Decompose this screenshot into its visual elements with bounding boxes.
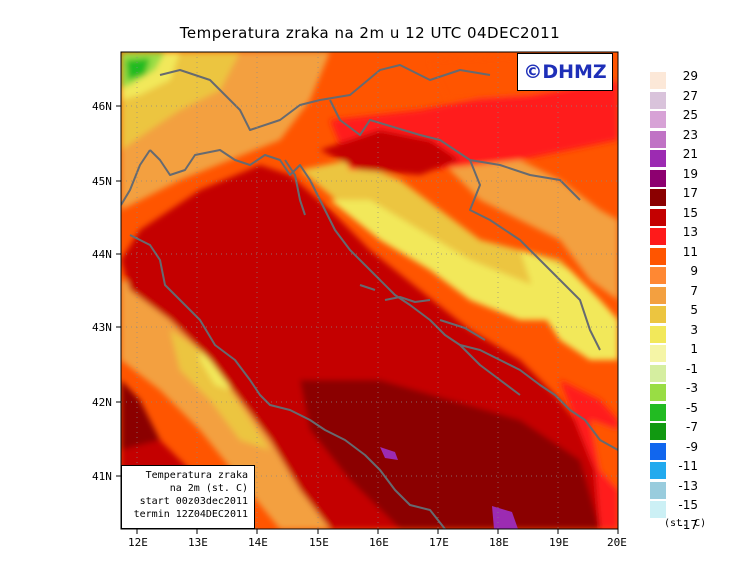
legend-label: 25 (682, 108, 698, 122)
legend-swatch (650, 306, 666, 323)
legend-label: 11 (682, 244, 698, 259)
info-line-1: Temperatura zraka (145, 470, 248, 481)
lon-label-18e: 18E (489, 536, 509, 549)
legend-label: 13 (682, 225, 698, 239)
legend-swatch (650, 91, 666, 109)
legend-label: -13 (678, 478, 698, 493)
legend-swatch (650, 384, 666, 401)
legend-swatch (650, 423, 666, 440)
legend-swatch (650, 286, 666, 304)
legend-swatch (650, 481, 666, 499)
legend-label: -15 (678, 498, 698, 512)
legend-label: 5 (690, 303, 698, 317)
lat-label-45n: 45N (92, 175, 112, 188)
lon-label-17e: 17E (429, 536, 449, 549)
legend-swatch (650, 345, 666, 362)
legend-label: -17 (678, 517, 698, 532)
map-title: Temperatura zraka na 2m u 12 UTC 04DEC20… (179, 24, 561, 42)
legend-swatch (650, 501, 666, 518)
legend-swatch (650, 169, 666, 187)
legend-swatch (650, 325, 666, 343)
legend-swatch (650, 111, 666, 128)
legend-label: -9 (686, 439, 698, 454)
legend-label: 15 (682, 205, 698, 220)
dhmz-logo: ©DHMZ (517, 53, 613, 91)
legend-label: 9 (690, 264, 698, 278)
legend-label: 23 (682, 127, 698, 142)
legend-unit: (st. C) (664, 518, 707, 529)
legend-swatch (650, 247, 666, 265)
legend-swatch (650, 520, 666, 538)
lon-label-13e: 13E (188, 536, 208, 549)
legend-label: 19 (682, 166, 698, 181)
legend-swatch (650, 150, 666, 167)
legend-label: -1 (686, 361, 698, 376)
legend-swatch (650, 208, 666, 226)
lon-label-14e: 14E (248, 536, 268, 549)
legend-label: 1 (690, 342, 698, 356)
lon-label-19e: 19E (549, 536, 569, 549)
lon-label-16e: 16E (369, 536, 389, 549)
legend-label: 21 (682, 147, 698, 161)
legend-swatch (650, 462, 666, 479)
legend-swatch (650, 364, 666, 382)
legend-swatch (650, 228, 666, 245)
legend-label: 17 (682, 186, 698, 200)
legend-label: -11 (678, 459, 698, 473)
lon-label-12e: 12E (128, 536, 148, 549)
legend-swatch (650, 403, 666, 421)
lat-label-43n: 43N (92, 321, 112, 334)
lat-label-41n: 41N (92, 470, 112, 483)
legend-label: -3 (686, 381, 698, 395)
lat-label-42n: 42N (92, 396, 112, 409)
legend-swatch (650, 442, 666, 460)
legend-label: 7 (690, 283, 698, 298)
legend-swatch (650, 189, 666, 206)
lon-label-20e: 20E (607, 536, 627, 549)
lat-label-46n: 46N (92, 100, 112, 113)
legend-label: 27 (682, 88, 698, 103)
info-line-2: na 2m (st. C) (169, 483, 248, 494)
legend-label: 3 (690, 322, 698, 337)
legend-label: -7 (686, 420, 698, 434)
legend-swatch (650, 72, 666, 89)
info-box: Temperatura zraka na 2m (st. C) start 00… (121, 465, 255, 529)
legend-label: -5 (686, 400, 698, 415)
info-line-3: start 00z03dec2011 (139, 496, 248, 507)
lon-label-15e: 15E (309, 536, 329, 549)
lat-label-44n: 44N (92, 248, 112, 261)
legend-swatch (650, 130, 666, 148)
legend-swatch (650, 267, 666, 284)
info-line-4: termin 12Z04DEC2011 (133, 509, 248, 520)
legend-label: 29 (682, 69, 698, 83)
